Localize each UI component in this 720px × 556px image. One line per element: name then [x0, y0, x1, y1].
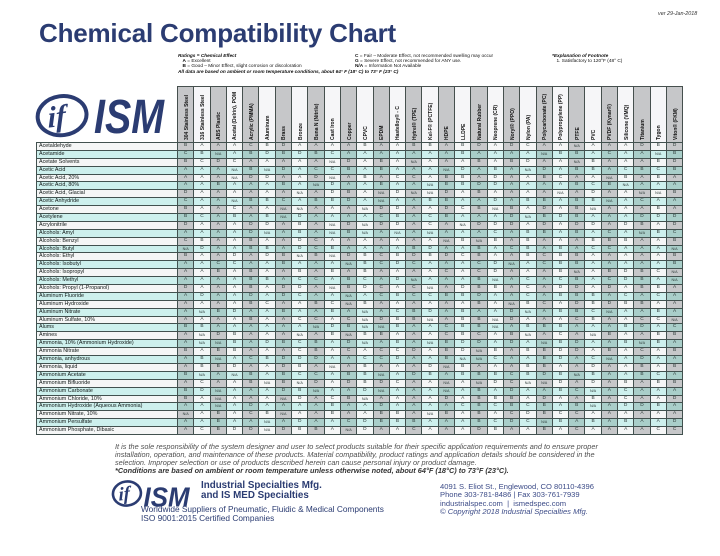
svg-text:ISM: ISM: [94, 91, 165, 143]
svg-text:if: if: [47, 98, 69, 135]
svg-text:if: if: [118, 483, 132, 506]
svg-text:ISM: ISM: [144, 482, 191, 513]
